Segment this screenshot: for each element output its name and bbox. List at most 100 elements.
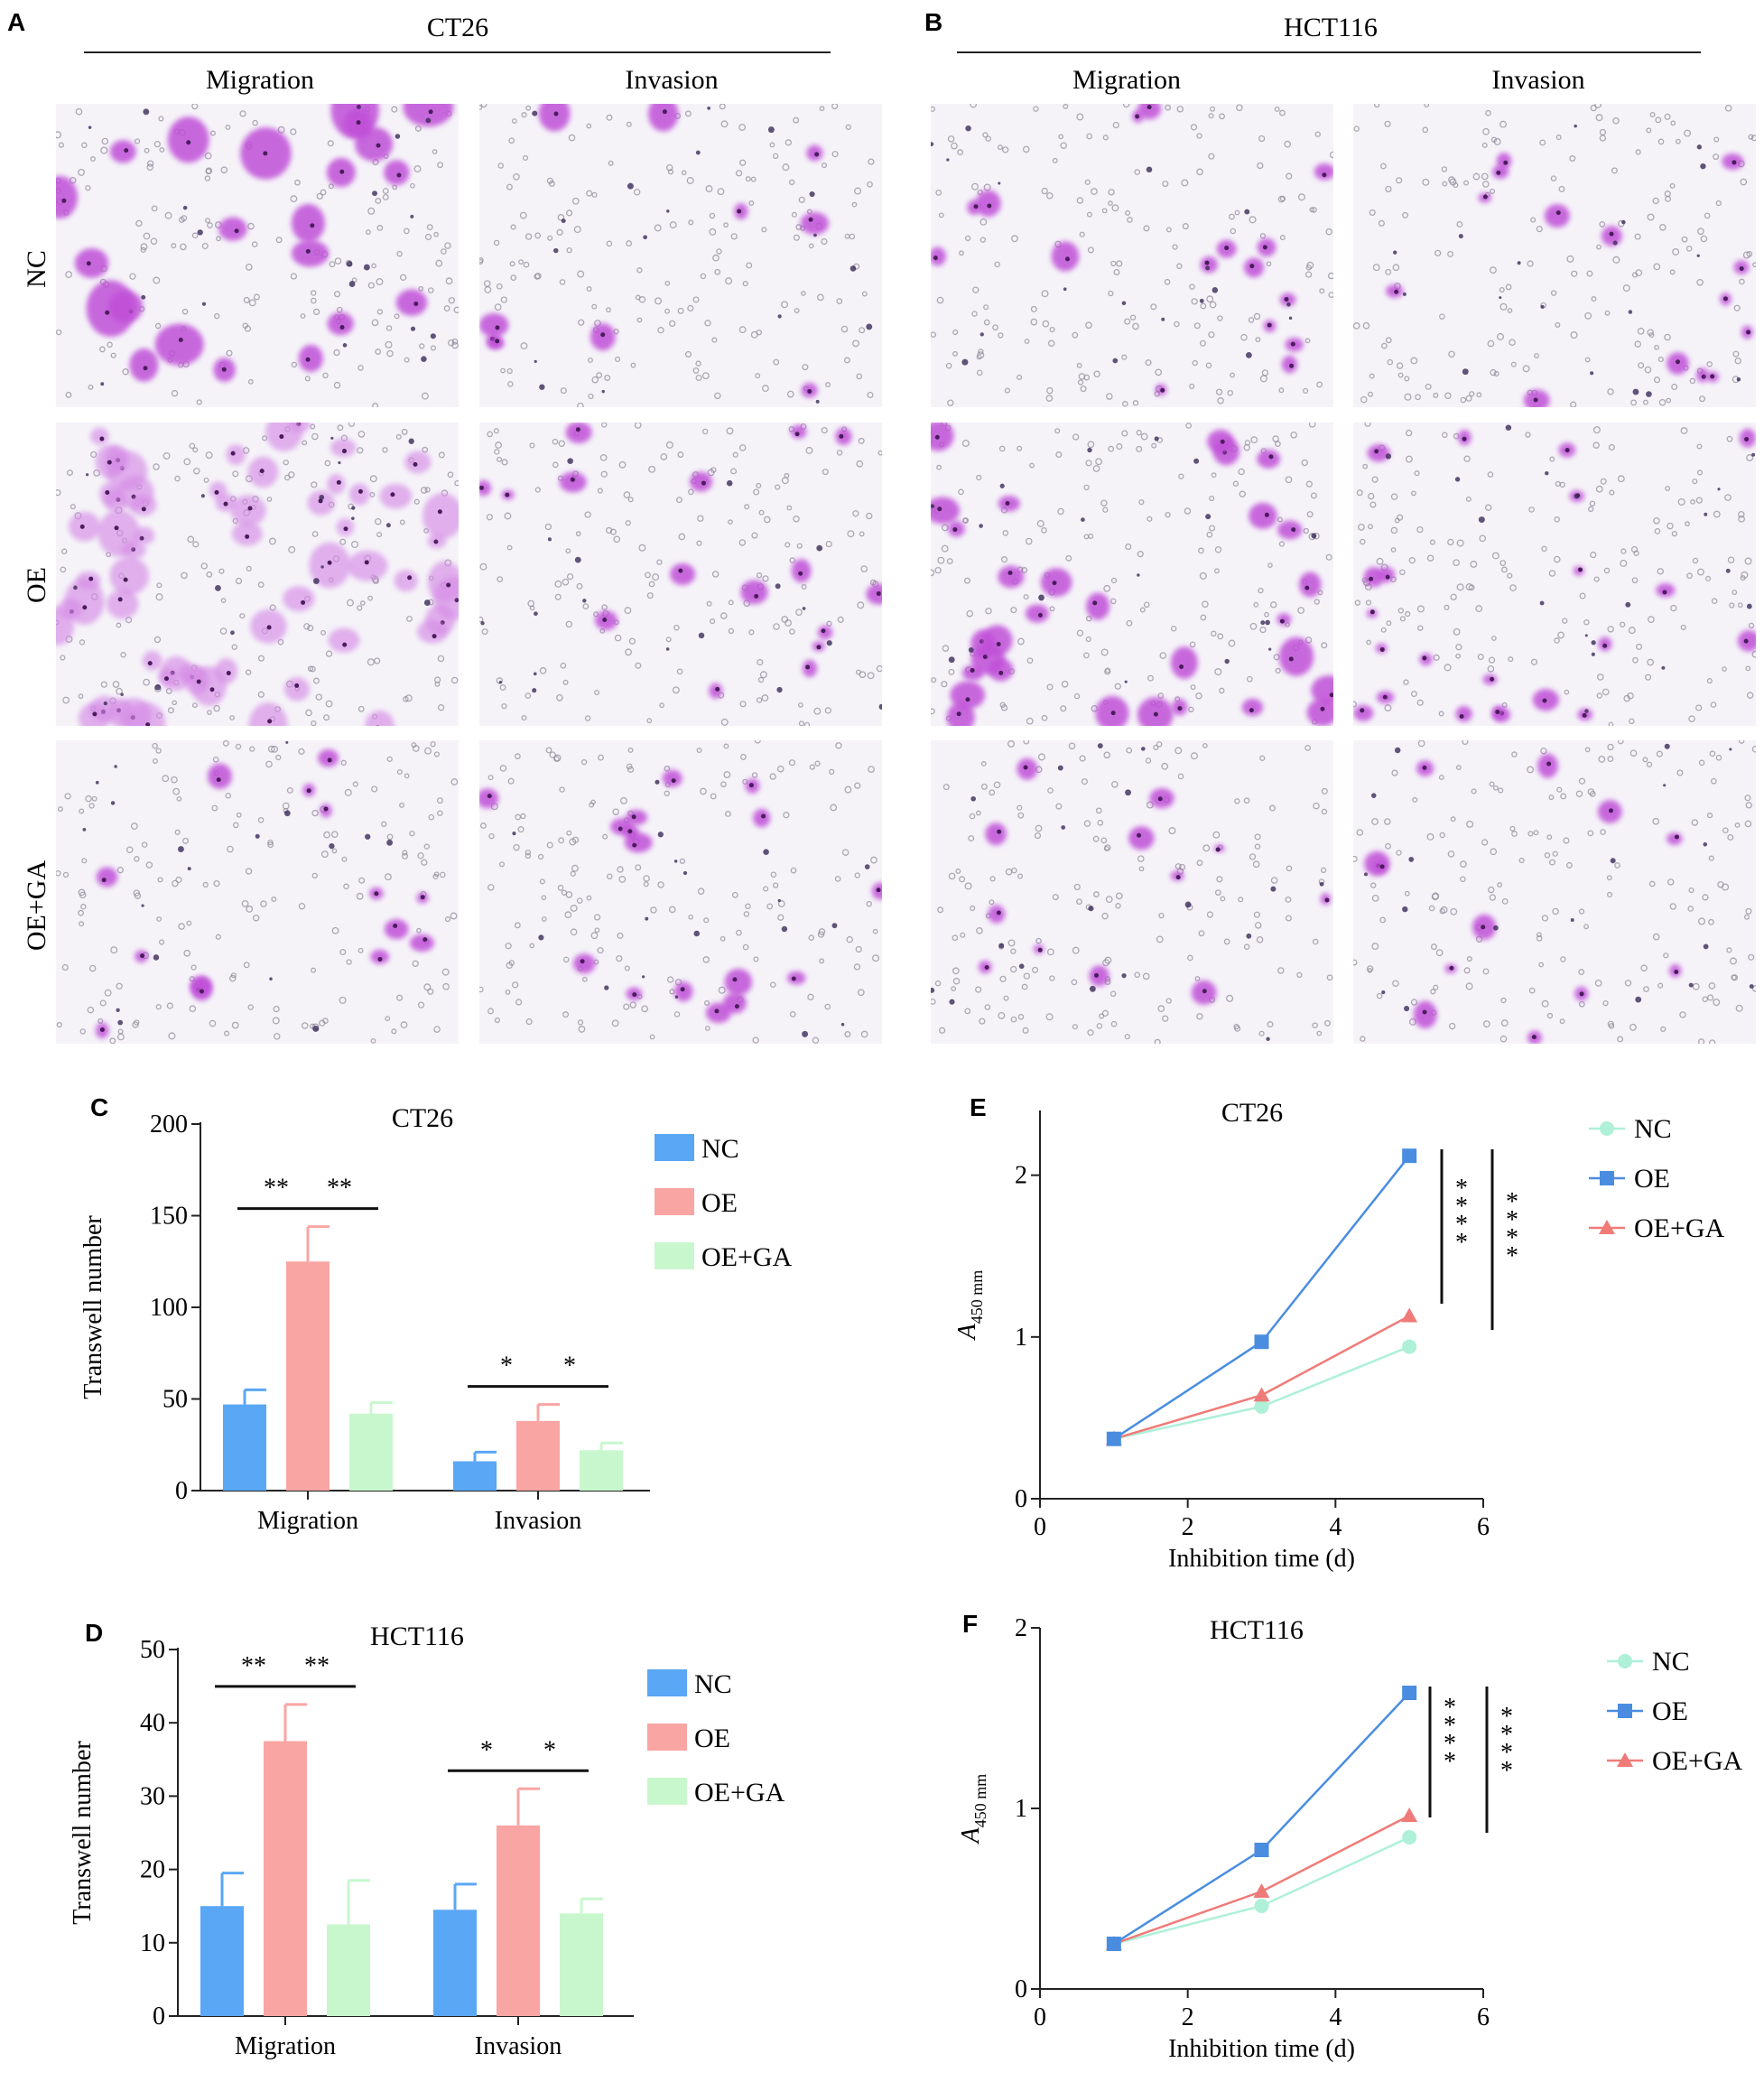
micrograph-texture — [931, 423, 1333, 726]
panel-b-col-invasion: Invasion — [1491, 65, 1584, 95]
x-tick-label: Invasion — [495, 1507, 581, 1535]
micrograph-texture — [931, 740, 1333, 1044]
y-axis-label-main: A — [957, 1826, 985, 1845]
y-axis-label-subscript: 450 mm — [968, 1270, 986, 1324]
x-tick-label: Invasion — [475, 2032, 562, 2060]
bar-nc-invasion — [433, 1910, 477, 2016]
significance-mark: * — [1455, 1229, 1468, 1257]
micrograph-ct26-migration-nc — [56, 104, 459, 407]
legend-label: OE — [1652, 1696, 1688, 1726]
panel-letter-f: F — [962, 1610, 978, 1638]
micrograph-hct116-invasion-nc — [1353, 104, 1756, 407]
micrograph-texture — [56, 423, 459, 726]
micrograph-texture — [479, 740, 882, 1044]
legend-label: OE+GA — [1652, 1746, 1743, 1776]
point-marker — [1600, 1171, 1614, 1185]
micrograph-ct26-invasion-nc — [479, 104, 882, 407]
bar-oe-ga-invasion — [560, 1913, 603, 2016]
y-axis-label: Transwell number — [69, 1741, 97, 1925]
panel-letter-b: B — [924, 8, 942, 36]
point-marker — [1401, 1307, 1418, 1323]
bar-oe-migration — [264, 1741, 307, 2016]
chart-title: HCT116 — [1210, 1615, 1304, 1645]
micrograph-background — [931, 740, 1333, 1044]
y-axis-label: A450 mm — [953, 1270, 986, 1342]
micrograph-hct116-invasion-oe — [1353, 423, 1756, 726]
legend-label: NC — [1634, 1114, 1672, 1144]
panel-a-col-invasion: Invasion — [625, 65, 718, 95]
bar-chart-d: D HCT116 0 10 20 30 40 50 Transwell number Migrat… — [69, 1619, 785, 2060]
panel-letter-e: E — [970, 1093, 987, 1121]
bar-oe-ga-migration — [327, 1924, 370, 2016]
significance-mark: * — [1455, 1175, 1468, 1203]
point-marker — [1402, 1830, 1417, 1845]
micrograph-ct26-migration-oe — [56, 423, 459, 726]
bar-nc-invasion — [453, 1461, 497, 1491]
point-marker — [1402, 1148, 1417, 1164]
bar-oe-ga-invasion — [580, 1450, 623, 1491]
micrograph-texture — [56, 740, 459, 1044]
series-line-oe-ga — [1113, 1315, 1410, 1440]
point-marker — [1599, 1220, 1615, 1234]
significance-mark: * — [1444, 1694, 1456, 1722]
legend-label: OE+GA — [1634, 1213, 1725, 1243]
micrograph-texture — [1353, 740, 1756, 1044]
micrograph-ct26-migration-oe-ga — [56, 740, 459, 1044]
point-marker — [1254, 1843, 1269, 1857]
significance-mark: * — [1444, 1730, 1456, 1758]
line-chart-f: F HCT116 0 1 2 0 2 4 6 Inhibition time (d) A450 mm… — [957, 1610, 1743, 2063]
micrograph-background — [1353, 740, 1756, 1044]
micrograph-hct116-migration-nc — [931, 104, 1333, 407]
legend-swatch — [655, 1242, 694, 1269]
point-marker — [1254, 1334, 1269, 1350]
chart-title: CT26 — [1221, 1098, 1283, 1128]
panel-letter-d: D — [85, 1619, 103, 1647]
x-tick-label: Migration — [257, 1507, 358, 1535]
y-axis-label-main: A — [953, 1323, 981, 1341]
legend-label: NC — [694, 1669, 732, 1699]
row-label-oe-ga: OE+GA — [22, 860, 51, 952]
y-tick-label: 20 — [140, 1856, 165, 1884]
micrograph-texture — [479, 104, 875, 407]
bar-oe-ga-migration — [349, 1413, 393, 1491]
y-tick-label: 200 — [150, 1111, 188, 1138]
point-marker — [1618, 1654, 1632, 1668]
legend-swatch — [655, 1134, 694, 1161]
y-tick-label: 40 — [140, 1709, 165, 1737]
micrograph-texture — [1353, 104, 1756, 407]
point-marker — [1402, 1686, 1417, 1700]
point-marker — [1618, 1704, 1632, 1718]
series-line-oe-ga — [1113, 1814, 1410, 1946]
significance-mark: * — [1506, 1224, 1518, 1252]
point-marker — [1106, 1937, 1121, 1951]
micrograph-grid — [56, 104, 1756, 1044]
micrograph-texture — [931, 104, 1333, 407]
significance-mark: ** — [304, 1652, 330, 1680]
panel-a-cell-line: CT26 — [427, 13, 488, 42]
point-marker — [1253, 1387, 1270, 1402]
significance-mark: ** — [241, 1652, 266, 1680]
micrograph-texture — [1353, 423, 1756, 726]
significance-mark: * — [500, 1352, 513, 1380]
significance-mark: * — [1444, 1748, 1456, 1776]
bar-oe-invasion — [516, 1420, 560, 1491]
significance-mark: * — [1500, 1721, 1513, 1749]
legend-label: OE — [701, 1188, 738, 1218]
bar-chart-c: C CT26 0 50 100 150 200 Transwell number Migrati… — [79, 1093, 793, 1535]
legend-swatch — [647, 1724, 687, 1751]
legend-swatch — [655, 1188, 694, 1215]
significance-mark: * — [1500, 1757, 1513, 1785]
legend-label: OE — [694, 1724, 730, 1753]
panel-b-cell-line: HCT116 — [1284, 13, 1378, 42]
legend-label: OE+GA — [701, 1242, 793, 1272]
panel-letter-c: C — [90, 1093, 108, 1121]
chart-title: CT26 — [392, 1103, 453, 1133]
micrograph-hct116-migration-oe-ga — [931, 740, 1333, 1044]
micrograph-ct26-invasion-oe — [479, 423, 882, 726]
x-axis-label: Inhibition time (d) — [1168, 2035, 1355, 2063]
micrograph-ct26-invasion-oe-ga — [479, 740, 882, 1044]
significance-mark: * — [1455, 1193, 1468, 1221]
panel-a-col-migration: Migration — [206, 65, 314, 95]
